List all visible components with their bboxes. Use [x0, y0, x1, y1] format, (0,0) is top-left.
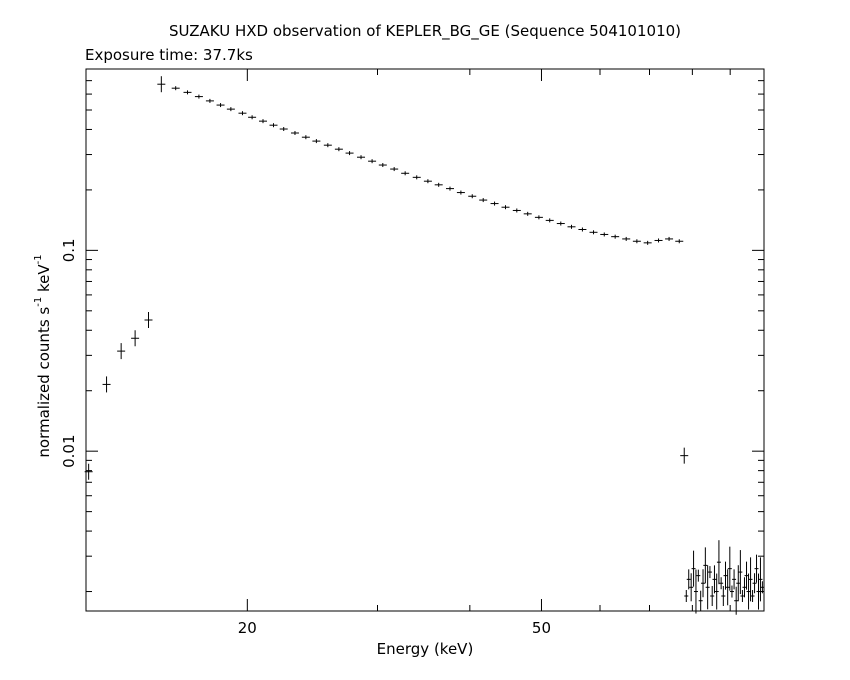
data-point	[589, 230, 598, 235]
x-axis-label: Energy (keV)	[376, 640, 474, 658]
data-point	[445, 186, 454, 191]
data-point	[689, 573, 694, 602]
data-point	[680, 447, 689, 464]
data-point	[693, 569, 698, 614]
data-point	[578, 227, 587, 232]
data-point	[258, 119, 267, 124]
data-point	[729, 585, 734, 598]
data-point	[279, 127, 288, 132]
data-point	[301, 135, 310, 140]
data-point	[523, 211, 532, 216]
data-point	[468, 194, 477, 199]
data-point	[712, 565, 717, 594]
data-point	[368, 159, 377, 164]
chart-title: SUZAKU HXD observation of KEPLER_BG_GE (…	[168, 22, 682, 40]
data-point	[611, 234, 620, 239]
data-point	[686, 569, 691, 590]
data-point	[723, 561, 728, 590]
data-point	[345, 151, 354, 156]
data-point	[401, 171, 410, 176]
data-point	[334, 147, 343, 152]
data-point	[622, 236, 631, 241]
data-point	[758, 557, 763, 602]
x-tick-label: 50	[532, 619, 551, 637]
data-point	[684, 590, 689, 603]
data-point	[290, 131, 299, 136]
data-point	[205, 98, 214, 103]
data-point	[754, 554, 759, 583]
data-point	[312, 139, 321, 144]
data-point	[707, 566, 712, 579]
x-tick-label: 20	[238, 619, 257, 637]
data-point	[716, 540, 721, 585]
data-point	[701, 569, 706, 598]
data-point	[183, 90, 192, 95]
data-point	[512, 208, 521, 213]
data-point	[131, 330, 140, 347]
data-point	[632, 239, 641, 244]
data-point	[710, 586, 715, 607]
data-point	[727, 546, 732, 591]
data-point	[732, 569, 737, 590]
data-point	[740, 590, 745, 603]
data-point	[390, 167, 399, 172]
data-point	[696, 569, 701, 582]
data-point	[752, 573, 757, 594]
data-point	[102, 376, 111, 393]
data-point	[194, 94, 203, 99]
data-point	[665, 236, 674, 241]
plot-frame	[85, 68, 765, 612]
data-point	[269, 123, 278, 128]
data-point	[412, 175, 421, 180]
data-point	[736, 565, 741, 602]
data-point	[501, 205, 510, 210]
exposure-time-label: Exposure time: 37.7ks	[85, 46, 253, 64]
data-point	[750, 590, 755, 603]
data-point	[714, 573, 719, 610]
data-point	[226, 107, 235, 112]
data-point	[423, 179, 432, 184]
data-point	[456, 190, 465, 195]
data-point	[600, 232, 609, 237]
data-point	[171, 86, 180, 91]
data-point	[479, 198, 488, 203]
data-point	[357, 155, 366, 160]
data-point	[721, 586, 726, 607]
data-point	[567, 224, 576, 229]
data-point	[157, 76, 166, 93]
data-point	[746, 573, 751, 610]
data-point	[698, 590, 703, 611]
data-point	[703, 547, 708, 584]
data-point	[675, 239, 684, 244]
y-tick-label: 0.1	[60, 238, 78, 262]
data-point	[248, 115, 257, 120]
data-point	[434, 182, 443, 187]
data-point	[323, 143, 332, 148]
data-point	[534, 215, 543, 220]
data-point	[748, 557, 753, 602]
data-point	[654, 238, 663, 243]
data-point	[725, 569, 730, 606]
data-point	[744, 561, 749, 590]
data-point	[734, 586, 739, 615]
data-point	[738, 550, 743, 595]
data-point	[238, 111, 247, 116]
data-point	[719, 577, 724, 590]
data-point	[691, 550, 696, 587]
y-tick-label: 0.01	[60, 434, 78, 467]
data-point	[705, 565, 710, 610]
data-point	[144, 311, 153, 328]
data-point	[760, 581, 765, 594]
data-point	[742, 577, 747, 598]
data-point	[378, 163, 387, 168]
data-point	[545, 218, 554, 223]
data-point	[643, 240, 652, 245]
data-point	[84, 463, 93, 480]
data-point	[117, 343, 126, 360]
data-point	[490, 201, 499, 206]
data-point	[556, 221, 565, 226]
data-point	[216, 103, 225, 108]
